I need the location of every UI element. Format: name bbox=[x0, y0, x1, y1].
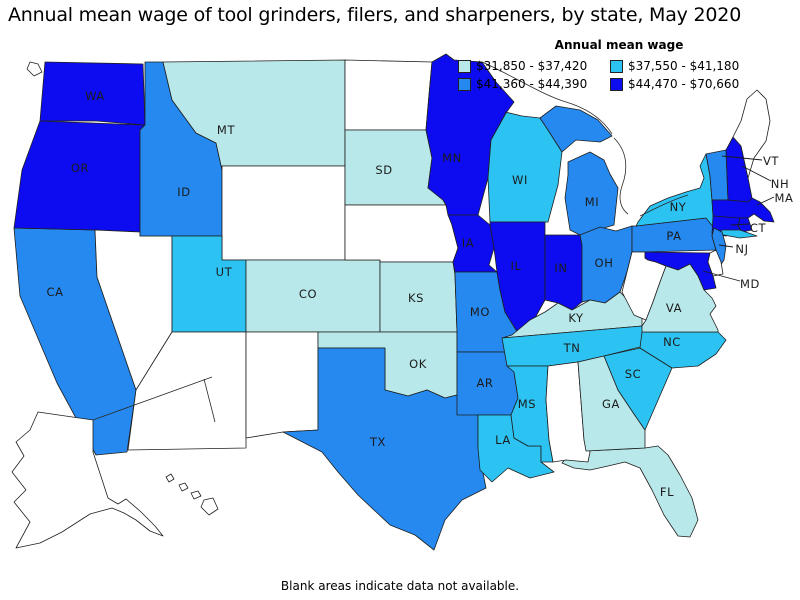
state-va[interactable] bbox=[641, 263, 719, 333]
state-mi-lower-peninsula[interactable] bbox=[564, 151, 619, 236]
state-label-va: VA bbox=[666, 301, 682, 315]
legend-title: Annual mean wage bbox=[554, 38, 684, 52]
state-fl[interactable] bbox=[561, 445, 699, 538]
leader-line-nj bbox=[718, 244, 734, 248]
legend-swatch-1 bbox=[458, 59, 471, 73]
legend-label-2: $37,550 - $41,180 bbox=[628, 59, 740, 73]
state-label-wa: WA bbox=[85, 89, 105, 103]
state-mi-upper-peninsula[interactable] bbox=[539, 105, 613, 153]
legend-item-2: $37,550 - $41,180 bbox=[610, 59, 780, 73]
state-label-tn: TN bbox=[563, 341, 581, 355]
state-label-mt: MT bbox=[217, 123, 236, 137]
state-label-ms: MS bbox=[518, 397, 536, 411]
state-ne[interactable] bbox=[344, 204, 459, 263]
lake-superior-shoreline bbox=[481, 61, 613, 135]
state-wa[interactable] bbox=[39, 61, 146, 126]
state-label-ky: KY bbox=[568, 311, 584, 325]
page-title: Annual mean wage of tool grinders, filer… bbox=[8, 4, 742, 26]
state-label-ia: IA bbox=[462, 236, 474, 250]
state-wi[interactable] bbox=[487, 111, 563, 223]
state-label-id: ID bbox=[177, 185, 190, 199]
leader-line-md bbox=[702, 270, 741, 282]
leader-line-ct bbox=[730, 223, 750, 226]
state-label-wi: WI bbox=[512, 173, 528, 187]
state-nm[interactable] bbox=[245, 331, 319, 439]
state-label-oh: OH bbox=[595, 256, 614, 270]
state-label-tx: TX bbox=[369, 435, 386, 449]
state-ny[interactable] bbox=[635, 153, 715, 229]
state-label-pa: PA bbox=[666, 229, 681, 243]
state-me[interactable] bbox=[732, 89, 771, 179]
state-wy[interactable] bbox=[221, 165, 346, 261]
legend-swatch-4 bbox=[610, 77, 623, 91]
state-label-fl: FL bbox=[660, 485, 674, 499]
state-de[interactable] bbox=[707, 249, 724, 277]
legend: Annual mean wage $31,850 - $37,420 $37,5… bbox=[458, 38, 780, 91]
state-label-ga: GA bbox=[602, 397, 620, 411]
state-hi-kauai[interactable] bbox=[165, 473, 175, 483]
state-label-ma: MA bbox=[775, 191, 794, 205]
state-label-la: LA bbox=[495, 433, 511, 447]
state-label-sc: SC bbox=[625, 367, 642, 381]
footer-note: Blank areas indicate data not available. bbox=[280, 579, 520, 593]
state-mn[interactable] bbox=[425, 53, 515, 216]
state-label-ok: OK bbox=[409, 357, 427, 371]
state-label-ny: NY bbox=[670, 200, 687, 214]
state-label-ar: AR bbox=[476, 376, 493, 390]
legend-label-4: $44,470 - $70,660 bbox=[628, 77, 740, 91]
state-label-ut: UT bbox=[216, 265, 233, 279]
state-label-nj: NJ bbox=[735, 242, 748, 256]
state-tx[interactable] bbox=[282, 347, 487, 551]
state-label-ca: CA bbox=[46, 285, 63, 299]
state-label-mn: MN bbox=[442, 151, 462, 165]
state-label-nh: NH bbox=[771, 177, 789, 191]
state-hi-big-island[interactable] bbox=[200, 497, 219, 516]
state-az[interactable] bbox=[127, 331, 247, 451]
legend-label-3: $41,360 - $44,390 bbox=[476, 77, 588, 91]
state-hi-maui[interactable] bbox=[190, 490, 202, 500]
state-label-vt: VT bbox=[763, 154, 779, 168]
state-label-ct: CT bbox=[750, 221, 767, 235]
legend-item-4: $44,470 - $70,660 bbox=[610, 77, 780, 91]
state-label-mo: MO bbox=[470, 305, 490, 319]
leader-line-ma bbox=[756, 196, 775, 206]
leader-line-vt bbox=[721, 155, 763, 161]
state-label-in: IN bbox=[554, 261, 567, 275]
legend-item-3: $41,360 - $44,390 bbox=[458, 77, 610, 91]
state-oh[interactable] bbox=[579, 225, 633, 304]
coast-islands-nw bbox=[26, 61, 43, 77]
legend-item-1: $31,850 - $37,420 bbox=[458, 59, 610, 73]
state-label-sd: SD bbox=[375, 163, 392, 177]
legend-grid: $31,850 - $37,420 $37,550 - $41,180 $41,… bbox=[458, 59, 780, 91]
lake-erie-shoreline bbox=[639, 194, 689, 217]
legend-swatch-3 bbox=[458, 77, 471, 91]
lake-huron-shoreline bbox=[613, 137, 629, 215]
state-hi-oahu[interactable] bbox=[178, 482, 189, 492]
state-nc[interactable] bbox=[639, 331, 727, 369]
state-label-mi: MI bbox=[585, 195, 600, 209]
canada-border-line-1 bbox=[92, 376, 213, 421]
state-or[interactable] bbox=[13, 120, 146, 233]
state-label-or: OR bbox=[71, 161, 89, 175]
state-nd[interactable] bbox=[344, 59, 433, 131]
legend-swatch-2 bbox=[610, 59, 623, 73]
state-label-nc: NC bbox=[663, 335, 681, 349]
state-label-ks: KS bbox=[408, 291, 424, 305]
state-label-co: CO bbox=[299, 287, 317, 301]
canada-border-line-2 bbox=[203, 378, 216, 423]
leader-line-nh bbox=[741, 165, 772, 182]
legend-label-1: $31,850 - $37,420 bbox=[476, 59, 588, 73]
state-ak[interactable] bbox=[11, 411, 164, 549]
state-label-il: IL bbox=[511, 259, 522, 273]
state-ny-long-island[interactable] bbox=[717, 229, 758, 239]
state-label-md: MD bbox=[740, 277, 760, 291]
